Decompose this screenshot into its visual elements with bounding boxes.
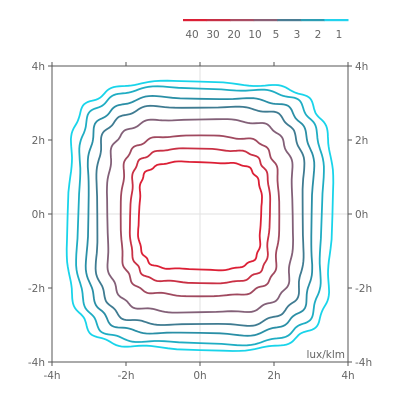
y-tick-label-left: 2h [32,135,45,147]
y-tick-label-right: -4h [355,357,372,369]
contour-line-5 [94,104,306,327]
legend-color-segment [183,19,208,22]
legend-color-segment [206,19,231,22]
legend-color-segment [277,19,302,22]
legend-color-segment [324,19,349,22]
y-tick-label-right: 0h [355,209,368,221]
unit-label: lux/klm [306,349,345,361]
legend-color-bar [183,19,349,22]
contour-lines [65,79,335,352]
legend-color-segment [230,19,255,22]
y-tick-label-left: 0h [32,209,45,221]
contour-line-20 [119,134,281,298]
x-tick-label: 0h [193,370,206,382]
legend-label: 2 [315,29,322,41]
y-tick-label-left: -2h [28,283,45,295]
legend-color-segment [253,19,278,22]
legend-label: 20 [227,29,240,41]
legend-label: 10 [248,29,261,41]
legend: 40 30 20 10 5 3 2 1 [183,19,349,41]
x-tick-label: 2h [267,370,280,382]
y-tick-label-right: -2h [355,283,372,295]
contour-line-1 [65,79,335,352]
y-tick-label-right: 2h [355,135,368,147]
y-tick-label-left: 4h [32,61,45,73]
y-tick-label-right: 4h [355,61,368,73]
contour-line-40 [137,160,263,272]
legend-label: 5 [273,29,280,41]
legend-label: 40 [185,29,198,41]
contour-line-10 [105,118,295,314]
legend-color-segment [300,19,325,22]
legend-label: 3 [294,29,301,41]
legend-label: 1 [336,29,343,41]
contour-line-3 [84,94,316,337]
x-tick-label: -4h [43,370,60,382]
legend-labels: 40 30 20 10 5 3 2 1 [185,29,342,41]
x-tick-label: -2h [117,370,134,382]
contour-line-30 [128,147,272,285]
x-tick-label: 4h [341,370,354,382]
y-tick-label-left: -4h [28,357,45,369]
legend-label: 30 [206,29,219,41]
contour-line-2 [75,85,325,347]
